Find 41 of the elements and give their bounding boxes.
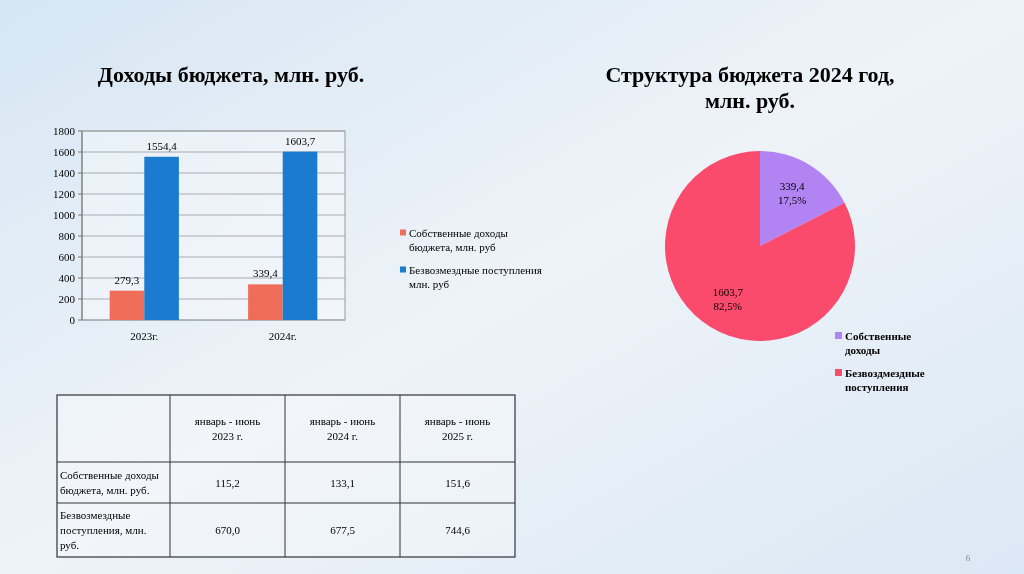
bar [109, 290, 145, 320]
legend-label: Собственные доходы [845, 330, 912, 356]
y-tick-label: 0 [69, 314, 76, 326]
category-label: январь - июнь 2024 г. [309, 415, 376, 442]
bar [144, 156, 179, 320]
data-label: 677,5 [330, 524, 356, 536]
y-tick-label: 1600 [53, 146, 76, 158]
data-label: 133,1 [330, 476, 355, 489]
category-label: январь - июнь 2023 г. [194, 415, 261, 442]
data-label: 670,0 [215, 524, 241, 536]
data-label: 279,3 [114, 273, 140, 286]
text: Безвозмездные поступления, млн. руб. [60, 509, 147, 551]
data-label: 1603,7 [284, 134, 316, 147]
data-label: 744,6 [445, 524, 471, 536]
x-tick-label: 2024г. [268, 330, 297, 342]
category-label: январь - июнь 2025 г. [424, 415, 491, 442]
legend-label: Безвоздмездные поступления [845, 367, 925, 393]
y-tick-label: 200 [58, 293, 76, 305]
text: 6 [965, 553, 971, 563]
data-label: 339,4 17,5% [778, 180, 807, 207]
data-label: 1603,7 82,5% [712, 285, 744, 312]
x-tick-label: 2023г. [130, 330, 159, 342]
pie-slice [760, 151, 845, 246]
legend-label: Собственные доходы бюджета, млн. руб [409, 226, 509, 253]
legend-label: Безвозмездные поступления млн. руб [409, 263, 542, 290]
y-tick-label: 400 [58, 272, 76, 284]
chart-title: Структура бюджета 2024 год, млн. руб. [605, 62, 895, 113]
data-label: 151,6 [445, 476, 471, 489]
y-tick-label: 800 [58, 230, 76, 242]
y-tick-label: 1200 [53, 188, 76, 200]
data-label: 1554,4 [146, 139, 178, 152]
bar [248, 284, 283, 320]
y-tick-label: 1800 [53, 125, 76, 137]
data-label: 115,2 [215, 476, 240, 489]
y-tick-label: 600 [58, 251, 76, 263]
y-tick-label: 1000 [53, 209, 76, 221]
data-label: 339,4 [253, 267, 279, 280]
series-label: Собственные доходы бюджета, млн. руб. [60, 469, 160, 496]
y-tick-label: 1400 [53, 167, 76, 179]
chart-title: Доходы бюджета, млн. руб. [97, 62, 365, 87]
bar [282, 151, 318, 320]
